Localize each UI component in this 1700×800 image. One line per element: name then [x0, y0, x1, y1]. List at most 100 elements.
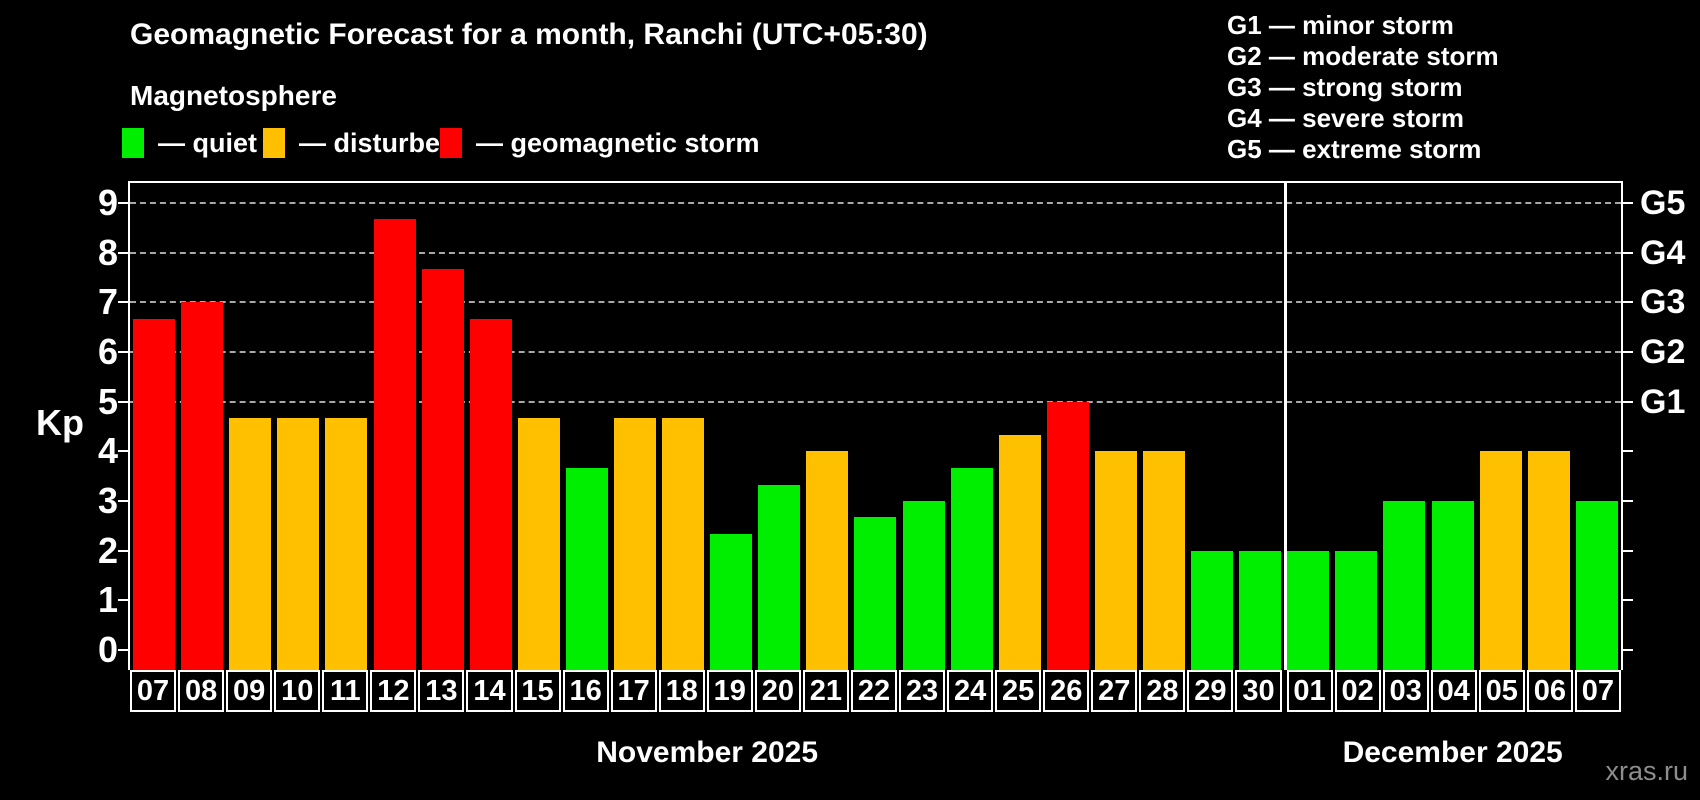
kp-bar	[806, 451, 849, 670]
date-cell: 19	[706, 670, 753, 712]
g-level-label: G2	[1640, 332, 1686, 371]
date-cell: 22	[850, 670, 897, 712]
bar-slot	[755, 183, 803, 670]
date-cell: 18	[658, 670, 705, 712]
legend-label: — disturbed	[299, 127, 457, 158]
g-level-label: G5	[1640, 183, 1686, 222]
bar-slot	[419, 183, 467, 670]
kp-bar	[469, 318, 512, 670]
bar-slot	[467, 183, 515, 670]
date-cell: 27	[1091, 670, 1138, 712]
bar-slot	[515, 183, 563, 670]
kp-bar	[1239, 550, 1282, 670]
right-axis-tick	[1623, 500, 1633, 503]
date-cell: 09	[226, 670, 273, 712]
disturbed-color-swatch	[263, 128, 285, 158]
date-axis: 07 08 09 10 11 12 13 14 15 16 17 18 19 20 21 22 23 24 25 26…	[130, 670, 1621, 712]
bar-slot	[1429, 183, 1477, 670]
date-cell: 20	[754, 670, 801, 712]
y-axis-tick	[118, 599, 128, 602]
y-axis-tick	[118, 450, 128, 453]
y-axis-tick	[118, 549, 128, 552]
legend-label: — geomagnetic storm	[476, 127, 760, 158]
plot-top-spine	[128, 181, 1623, 183]
storm-scale-line: G4 — severe storm	[1227, 103, 1465, 133]
month-label: December 2025	[1342, 736, 1563, 769]
bar-slot	[611, 183, 659, 670]
kp-bar	[1431, 501, 1474, 670]
kp-bar	[277, 418, 320, 670]
bar-slot	[803, 183, 851, 670]
kp-bar	[325, 418, 368, 670]
legend-label: — quiet	[158, 127, 257, 158]
bar-slot	[274, 183, 322, 670]
y-tick-label: 8	[97, 231, 118, 273]
right-axis-tick	[1623, 201, 1633, 204]
kp-bar	[1287, 550, 1330, 670]
y-tick-label: 7	[97, 281, 118, 323]
bar-slot	[1525, 183, 1573, 670]
bar-slot	[178, 183, 226, 670]
right-axis-tick	[1623, 599, 1633, 602]
y-tick-label: 9	[97, 181, 118, 223]
bar-slot	[996, 183, 1044, 670]
kp-bar	[565, 467, 608, 670]
bar-slot	[851, 183, 899, 670]
date-cell: 07	[130, 670, 177, 712]
kp-bar	[373, 219, 416, 670]
date-cell: 07	[1574, 670, 1621, 712]
bar-slot	[1092, 183, 1140, 670]
watermark: xras.ru	[1605, 756, 1688, 786]
right-axis-tick	[1623, 251, 1633, 254]
month-label: November 2025	[596, 736, 819, 769]
kp-bar	[1383, 501, 1426, 670]
month-separator	[1284, 183, 1288, 670]
y-axis-tick	[118, 251, 128, 254]
date-cell: 11	[322, 670, 369, 712]
chart-subtitle: Magnetosphere	[130, 80, 337, 111]
kp-bar	[133, 318, 176, 670]
right-axis-tick	[1623, 350, 1633, 353]
y-tick-label: 1	[97, 579, 118, 621]
y-tick-label: 6	[97, 330, 118, 372]
condition-legend: — quiet — disturbed — geomagnetic storm	[122, 126, 922, 160]
bar-slot	[1477, 183, 1525, 670]
storm-scale-line: G3 — strong storm	[1227, 72, 1463, 102]
right-axis-tick	[1623, 301, 1633, 304]
gridline	[130, 201, 1621, 204]
bar-slot	[707, 183, 755, 670]
storm-scale-line: G2 — moderate storm	[1227, 41, 1499, 71]
date-cell: 01	[1286, 670, 1333, 712]
y-axis-tick	[118, 500, 128, 503]
kp-bar	[1575, 501, 1618, 670]
bar-slot	[1380, 183, 1428, 670]
date-cell: 03	[1382, 670, 1429, 712]
bar-slot	[1140, 183, 1188, 670]
storm-scale-line: G5 — extreme storm	[1227, 134, 1482, 164]
kp-bar	[662, 418, 705, 670]
kp-bar	[710, 534, 753, 670]
date-cell: 25	[995, 670, 1042, 712]
gridline	[130, 350, 1621, 353]
kp-bar	[517, 418, 560, 670]
y-tick-label: 5	[97, 380, 118, 422]
date-cell: 24	[947, 670, 994, 712]
y-tick-label: 3	[97, 480, 118, 522]
date-cell: 29	[1187, 670, 1234, 712]
bar-slot	[1044, 183, 1092, 670]
y-axis-tick	[118, 301, 128, 304]
right-axis-labels: G1 G2 G3 G4 G5	[1640, 183, 1700, 670]
kp-bar	[758, 484, 801, 670]
y-tick-label: 0	[97, 629, 118, 671]
date-cell: 12	[370, 670, 417, 712]
date-cell: 04	[1430, 670, 1477, 712]
kp-bar	[181, 302, 224, 670]
date-cell: 30	[1235, 670, 1282, 712]
bar-slot	[948, 183, 996, 670]
bars-container	[130, 183, 1621, 670]
y-axis-tick	[118, 649, 128, 652]
right-axis-tick	[1623, 400, 1633, 403]
kp-bar	[1094, 451, 1137, 670]
date-cell: 10	[274, 670, 321, 712]
kp-bar	[950, 467, 993, 670]
